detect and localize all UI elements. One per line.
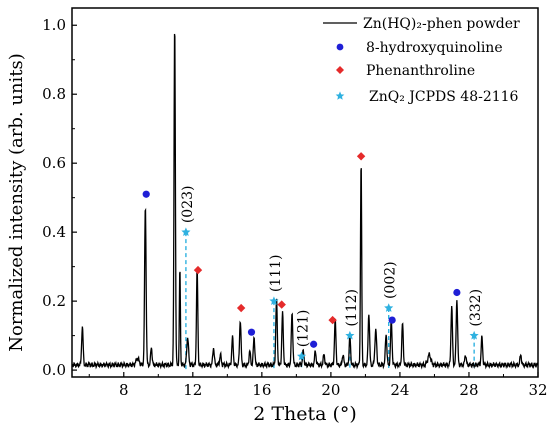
legend-diamond-symbol: [336, 66, 344, 74]
hkl-annotation: (111): [268, 254, 284, 292]
hydroxyquinoline-marker: [142, 190, 150, 198]
hydroxyquinoline-marker: [310, 340, 318, 348]
phenanthroline-marker: [236, 303, 246, 313]
hydroxyquinoline-marker: [453, 288, 461, 297]
jcpds-marker: [269, 296, 279, 306]
legend-star-symbol: [335, 91, 345, 100]
x-tick-label: 8: [119, 381, 129, 399]
plot-area: (023) (111) (121) (112) (002) (332): [72, 33, 538, 371]
hkl-annotation: (112): [344, 289, 360, 327]
x-tick-label: 20: [321, 381, 340, 399]
jcpds-marker: [384, 303, 394, 312]
y-tick-label: 0.4: [42, 223, 66, 241]
phenanthroline-marker: [193, 265, 203, 275]
phenanthroline-marker: [356, 152, 366, 161]
jcpds-marker: [345, 330, 355, 340]
x-tick-label: 32: [528, 381, 547, 399]
x-tick-label: 24: [390, 381, 409, 399]
jcpds-marker: [296, 351, 307, 361]
jcpds-marker: [181, 227, 191, 237]
hydroxyquinoline-marker: [388, 316, 396, 324]
y-tick-label: 1.0: [42, 16, 66, 34]
legend-label-pattern: Zn(HQ)₂-phen powder: [363, 16, 520, 32]
plot-frame: [71, 7, 539, 378]
hydroxyquinoline-marker: [247, 328, 256, 336]
legend-label-phenanthroline: Phenanthroline: [366, 63, 475, 79]
legend-label-jcpds: ZnQ₂ JCPDS 48-2116: [369, 89, 519, 105]
hkl-annotation: (121): [296, 310, 312, 348]
x-tick-label: 12: [183, 381, 202, 399]
x-axis-label: 2 Theta (°): [253, 403, 357, 425]
y-tick-label: 0.8: [42, 85, 66, 103]
phenanthroline-marker: [277, 300, 286, 309]
x-tick-label: 28: [459, 381, 478, 399]
y-axis-label: Normalized intensity (arb. units): [6, 53, 27, 352]
xrd-pattern-line: [72, 33, 538, 370]
legend: Zn(HQ)₂-phen powder 8-hydroxyquinoline Phe…: [323, 16, 520, 105]
hkl-annotation: (002): [383, 261, 399, 299]
hkl-annotation: (332): [468, 289, 484, 327]
axes: 8 12 16 20 24 28 32 0.0 0.2 0.4 0.6 0.8 1.0: [42, 7, 548, 399]
y-tick-label: 0.2: [42, 292, 66, 310]
legend-label-hydroxyquinoline: 8-hydroxyquinoline: [366, 40, 503, 56]
jcpds-marker: [469, 330, 479, 340]
x-tick-label: 16: [252, 381, 271, 399]
legend-circle-symbol: [336, 43, 344, 51]
hkl-annotation: (023): [180, 186, 196, 224]
y-tick-label: 0.0: [42, 361, 66, 379]
y-tick-label: 0.6: [42, 154, 66, 172]
phenanthroline-marker: [328, 315, 337, 325]
